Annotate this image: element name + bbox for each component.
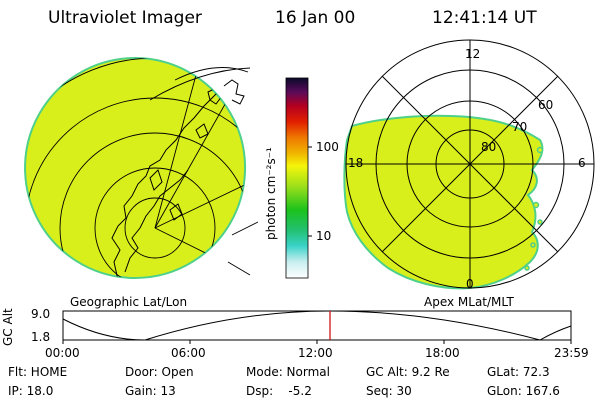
geo-lon-line — [154, 179, 245, 229]
colorbar-label-10: 10 — [316, 229, 332, 243]
mlt-label-0: 0 — [466, 277, 474, 291]
time-tick-label: 23:59 — [554, 346, 589, 360]
ip-status: IP: 18.0 — [8, 384, 54, 398]
time-tick-label: 18:00 — [425, 346, 460, 360]
mlat-label-60: 60 — [538, 98, 554, 112]
time-tick-label: 06:00 — [171, 346, 206, 360]
mlat-label-70: 70 — [512, 120, 528, 134]
dsp-status: Dsp: -5.2 — [246, 384, 312, 398]
geo-lat-circle — [25, 97, 245, 278]
seq-status: Seq: 30 — [366, 384, 412, 398]
emission-speckle — [532, 201, 540, 209]
mlt-label-6: 6 — [578, 156, 586, 170]
mode-status: Mode: Normal — [246, 365, 330, 379]
emission-speckle — [536, 146, 544, 154]
geographic-image-panel — [24, 57, 259, 279]
geo-grid-outer — [227, 261, 251, 276]
right-panel-caption: Apex MLat/MLT — [424, 295, 514, 309]
time-tick-label: 00:00 — [45, 346, 80, 360]
coastline — [111, 77, 237, 278]
gc-alt-status: GC Alt: 9.2 Re — [366, 365, 450, 379]
coastline — [124, 169, 189, 273]
geo-lat-circle — [124, 197, 186, 259]
emission-speckle — [537, 219, 543, 225]
color-bar-scale — [285, 77, 309, 279]
mlt-line-diag-b — [381, 75, 559, 253]
coastline — [149, 123, 209, 221]
colorbar-unit-label: photon cm⁻²s⁻¹ — [264, 147, 278, 240]
geo-lon-line — [154, 59, 201, 229]
geo-lat-circle — [94, 167, 216, 278]
time-label: 12:41:14 UT — [432, 8, 537, 28]
geo-grid-outer — [231, 221, 259, 236]
glon-status: GLon: 167.6 — [487, 384, 560, 398]
geo-lat-circle — [59, 132, 245, 278]
geo-grid-outer — [174, 67, 249, 81]
mlt-label-12: 12 — [465, 47, 481, 61]
emission-speckle — [530, 242, 536, 248]
geo-coast-outer — [223, 79, 245, 105]
altitude-orbit-plot — [62, 310, 572, 344]
left-emission-disk — [24, 57, 247, 279]
instrument-title: Ultraviolet Imager — [48, 8, 202, 28]
geo-grid-outer — [149, 67, 251, 101]
glat-status: GLat: 72.3 — [487, 365, 550, 379]
date-label: 16 Jan 00 — [275, 8, 356, 28]
altitude-ylabel: GC Alt — [1, 308, 15, 346]
altitude-plot-frame — [62, 310, 572, 341]
altitude-tick-top: 9.0 — [31, 307, 51, 321]
emission-speckle — [524, 265, 530, 271]
gain-status: Gain: 13 — [125, 384, 176, 398]
auroral-emission-region — [343, 114, 544, 290]
altitude-tick-bottom: 1.8 — [31, 330, 51, 344]
polar-plot-panel — [343, 39, 595, 290]
color-bar — [285, 77, 312, 279]
left-panel-caption: Geographic Lat/Lon — [70, 295, 188, 309]
door-status: Door: Open — [125, 365, 194, 379]
mlat-label-80: 80 — [481, 140, 497, 154]
time-tick-label: 12:00 — [298, 346, 333, 360]
mlt-label-18: 18 — [348, 156, 364, 170]
colorbar-label-100: 100 — [316, 140, 339, 154]
flight-status: Flt: HOME — [8, 365, 68, 379]
